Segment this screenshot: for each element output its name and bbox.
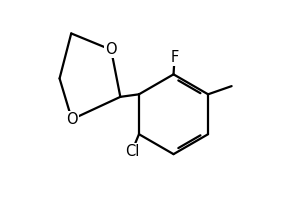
Text: O: O bbox=[66, 112, 78, 127]
Text: F: F bbox=[170, 50, 179, 65]
Text: Cl: Cl bbox=[124, 144, 139, 159]
Text: O: O bbox=[105, 42, 117, 57]
